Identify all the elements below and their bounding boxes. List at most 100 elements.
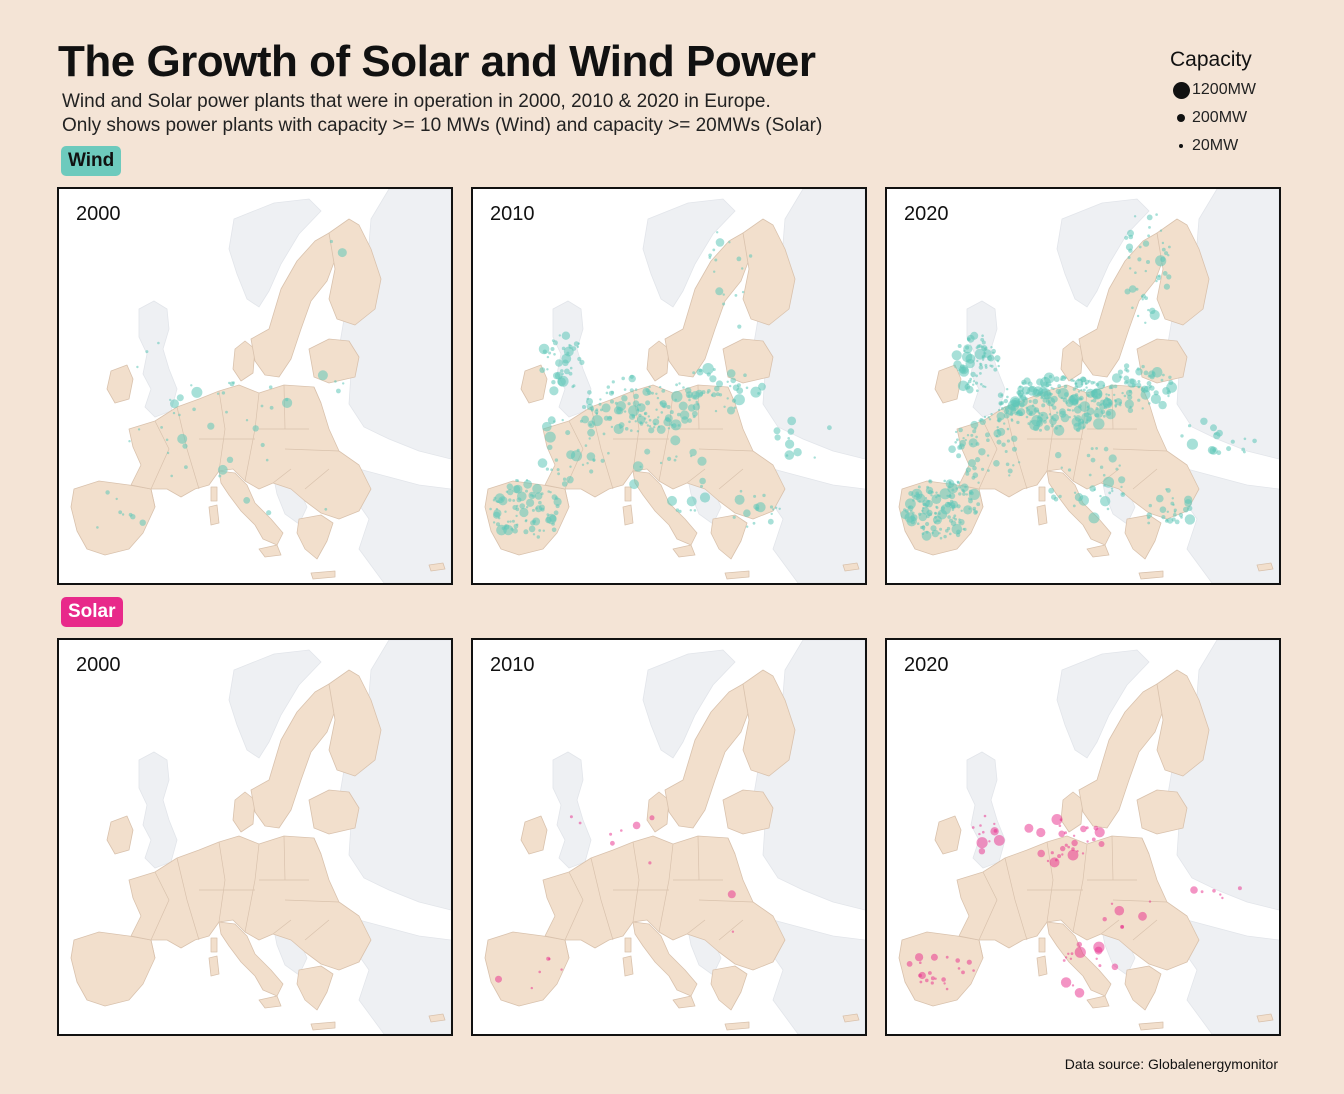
power-plant-dot bbox=[1237, 886, 1242, 891]
power-plant-dot bbox=[1059, 410, 1067, 418]
power-plant-dot bbox=[930, 976, 935, 981]
power-plant-dot bbox=[1064, 843, 1068, 847]
power-plant-dot bbox=[689, 448, 697, 457]
country-border bbox=[564, 488, 570, 508]
power-plant-dot bbox=[492, 521, 496, 524]
power-plant-dot bbox=[979, 363, 983, 367]
power-plant-dot bbox=[651, 391, 654, 395]
non-eu-land bbox=[228, 649, 322, 759]
power-plant-dot bbox=[1036, 389, 1039, 392]
power-plant-dot bbox=[692, 410, 698, 417]
power-plant-dot bbox=[945, 955, 949, 959]
map-panel-solar-2010: 2010 bbox=[471, 638, 867, 1036]
country-border bbox=[1111, 835, 1114, 881]
non-eu-land bbox=[768, 919, 865, 1034]
eu-country-shape bbox=[898, 931, 984, 1007]
power-plant-dot bbox=[655, 392, 658, 395]
power-plant-dot bbox=[1212, 889, 1216, 893]
power-plant-dot bbox=[1096, 380, 1106, 390]
power-plant-dot bbox=[496, 522, 500, 527]
power-plant-dot bbox=[1003, 398, 1008, 404]
power-plant-dot bbox=[1038, 411, 1049, 422]
power-plant-dot bbox=[184, 465, 188, 469]
eu-country-shape bbox=[1060, 340, 1084, 382]
power-plant-dot bbox=[1136, 367, 1140, 371]
power-plant-dot bbox=[634, 420, 637, 423]
power-plant-dot bbox=[556, 468, 560, 472]
power-plant-dot bbox=[1136, 314, 1140, 318]
power-plant-dot bbox=[813, 456, 816, 459]
power-plant-dot bbox=[987, 416, 990, 419]
power-plant-dot bbox=[1113, 384, 1118, 389]
power-plant-dot bbox=[1036, 827, 1046, 838]
power-plant-dot bbox=[525, 489, 528, 493]
power-plant-dot bbox=[342, 382, 345, 385]
country-border bbox=[1112, 448, 1168, 452]
power-plant-dot bbox=[974, 427, 977, 430]
power-plant-dot bbox=[1080, 383, 1084, 386]
power-plant-dot bbox=[1004, 406, 1007, 409]
power-plant-dot bbox=[1048, 413, 1052, 416]
eu-country-shape bbox=[1136, 338, 1188, 384]
power-plant-dot bbox=[558, 334, 561, 337]
power-plant-dot bbox=[954, 441, 957, 444]
power-plant-dot bbox=[748, 254, 753, 258]
eu-country-shape bbox=[250, 683, 340, 829]
power-plant-dot bbox=[945, 529, 949, 533]
power-plant-dot bbox=[977, 481, 980, 484]
power-plant-dot bbox=[976, 502, 981, 507]
country-border bbox=[564, 871, 584, 941]
power-plant-dot bbox=[1085, 386, 1088, 389]
power-plant-dot bbox=[947, 482, 958, 494]
power-plant-dot bbox=[1124, 235, 1129, 240]
power-plant-dot bbox=[1058, 830, 1065, 838]
power-plant-dot bbox=[115, 497, 118, 501]
power-plant-dot bbox=[1006, 439, 1010, 443]
power-plant-dot bbox=[986, 438, 990, 442]
power-plant-dot bbox=[525, 506, 529, 509]
power-plant-dot bbox=[1142, 240, 1150, 247]
power-plant-dot bbox=[1125, 380, 1129, 384]
capacity-legend: Capacity 1200MW 200MW 20MW bbox=[1170, 48, 1320, 160]
power-plant-dot bbox=[752, 521, 756, 525]
power-plant-dot bbox=[980, 383, 983, 386]
power-plant-dot bbox=[1134, 271, 1137, 274]
power-plant-dot bbox=[1158, 274, 1161, 278]
power-plant-dot bbox=[1039, 428, 1042, 432]
power-plant-dot bbox=[1088, 473, 1092, 477]
power-plant-dot bbox=[787, 416, 797, 426]
power-plant-dot bbox=[1032, 398, 1039, 405]
power-plant-dot bbox=[506, 520, 510, 523]
power-plant-dot bbox=[505, 490, 509, 493]
power-plant-dot bbox=[911, 511, 915, 515]
power-plant-dot bbox=[611, 380, 615, 384]
power-plant-dot bbox=[965, 493, 968, 496]
map-panel-wind-2000: 2000 bbox=[57, 187, 453, 585]
power-plant-dot bbox=[981, 467, 985, 471]
power-plant-dot bbox=[1137, 398, 1141, 402]
power-plant-dot bbox=[523, 479, 533, 489]
power-plant-dot bbox=[1108, 491, 1112, 495]
legend-label-200mw: 200MW bbox=[1192, 109, 1248, 126]
power-plant-dot bbox=[971, 475, 976, 480]
eu-country-shape bbox=[484, 931, 570, 1007]
power-plant-dot bbox=[921, 530, 932, 541]
power-plant-dot bbox=[939, 527, 943, 531]
power-plant-dot bbox=[638, 403, 641, 407]
power-plant-dot bbox=[1036, 409, 1040, 413]
power-plant-dot bbox=[1138, 245, 1142, 249]
country-border bbox=[1072, 843, 1088, 933]
power-plant-dot bbox=[966, 434, 970, 437]
power-plant-dot bbox=[755, 506, 760, 512]
power-plant-dot bbox=[536, 535, 540, 539]
eu-country-shape bbox=[842, 562, 860, 572]
power-plant-dot bbox=[590, 406, 595, 411]
power-plant-dot bbox=[1165, 488, 1168, 491]
power-plant-dot bbox=[1190, 886, 1198, 894]
power-plant-dot bbox=[1000, 407, 1005, 411]
power-plant-dot bbox=[1105, 393, 1108, 396]
country-border bbox=[283, 835, 286, 881]
power-plant-dot bbox=[787, 428, 795, 435]
country-border bbox=[686, 468, 706, 484]
power-plant-dot bbox=[1184, 514, 1196, 525]
